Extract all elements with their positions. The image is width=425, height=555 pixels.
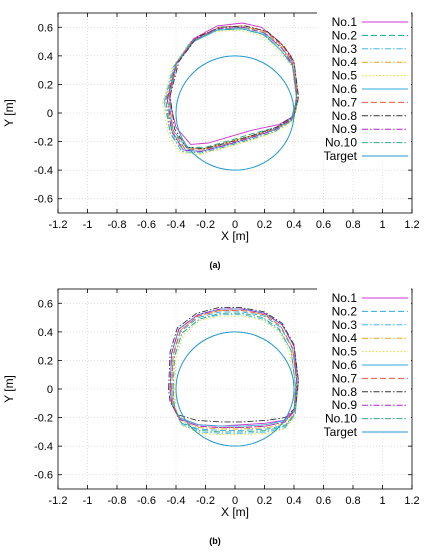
x-tick-label: 0: [232, 495, 238, 507]
legend-background: [317, 12, 411, 162]
legend-label-no-8: No.8: [332, 385, 358, 399]
series-target-circle: [175, 331, 295, 447]
legend-label-no-3: No.3: [332, 42, 358, 56]
legend-label-no-9: No.9: [332, 122, 358, 136]
y-tick-label: -0.6: [34, 194, 53, 206]
y-tick-label: -0.4: [34, 165, 53, 177]
y-tick-label: 0.6: [38, 298, 53, 310]
x-axis-label: X [m]: [221, 505, 249, 519]
legend-label-no-8: No.8: [332, 109, 358, 123]
legend-label-no-5: No.5: [332, 69, 358, 83]
legend: No.1No.2No.3No.4No.5No.6No.7No.8No.9No.1…: [317, 12, 411, 163]
chart-panel-b: -1.2 -1 -0.8 -0.6 -0.4 -0.2 0 0.2 0.4 0.6 0.8 1 1.2 -…: [2, 288, 420, 546]
legend-label-no-1: No.1: [332, 291, 358, 305]
series-no-10-line: [172, 312, 296, 433]
y-axis-label: Y [m]: [2, 99, 16, 127]
y-tick-label: -0.6: [34, 470, 53, 482]
x-tick-label: -0.6: [137, 219, 156, 231]
panel-caption: (a): [210, 260, 221, 270]
x-tick-label: -1: [83, 219, 93, 231]
legend-label-no-3: No.3: [332, 318, 358, 332]
x-tick-label: 0.2: [257, 219, 272, 231]
legend-label-no-10: No.10: [325, 136, 357, 150]
y-tick-label: 0.2: [38, 355, 53, 367]
series-no-1-line: [168, 22, 298, 145]
legend-label-target: Target: [324, 425, 358, 439]
x-tick-label: 1: [379, 495, 385, 507]
x-tick-label: -0.8: [108, 219, 127, 231]
legend-label-no-2: No.2: [332, 28, 358, 42]
legend-label-target: Target: [324, 149, 358, 163]
y-tick-label: 0.2: [38, 79, 53, 91]
y-tick-label: -0.4: [34, 441, 53, 453]
x-tick-label: 0.6: [316, 495, 331, 507]
x-tick-label: -0.2: [196, 219, 215, 231]
y-tick-label: -0.2: [34, 413, 53, 425]
x-tick-label: 0.6: [316, 219, 331, 231]
x-tick-label: 1: [379, 219, 385, 231]
series-no-1-line: [169, 308, 298, 427]
x-tick-label: -0.2: [196, 495, 215, 507]
series-no-3-line: [172, 314, 296, 434]
legend-label-no-2: No.2: [332, 304, 358, 318]
x-tick-label: 1.2: [404, 219, 419, 231]
legend-label-no-9: No.9: [332, 398, 358, 412]
x-tick-label: 1.2: [404, 495, 419, 507]
x-tick-label: -0.8: [108, 495, 127, 507]
series-no-9-line: [166, 26, 298, 153]
y-axis-label: Y [m]: [2, 375, 16, 403]
legend-label-no-1: No.1: [332, 15, 358, 29]
legend-label-no-10: No.10: [325, 412, 357, 426]
legend-background: [317, 288, 411, 438]
plot-area: [168, 307, 299, 447]
plot-area: [162, 22, 299, 171]
x-tick-label: -0.4: [167, 495, 186, 507]
legend-label-no-7: No.7: [332, 371, 358, 385]
x-tick-label: -1: [83, 495, 93, 507]
series-target-circle: [175, 55, 295, 171]
x-tick-label: -1.2: [49, 219, 68, 231]
y-tick-label: 0: [47, 108, 53, 120]
x-axis-label: X [m]: [221, 229, 249, 243]
legend-label-no-7: No.7: [332, 95, 358, 109]
y-tick-label: -0.2: [34, 137, 53, 149]
series-no-9-line: [169, 308, 298, 429]
y-tick-label: 0.6: [38, 22, 53, 34]
x-tick-label: 0: [232, 219, 238, 231]
series-no-5-line: [174, 315, 295, 436]
legend-label-no-6: No.6: [332, 358, 358, 372]
x-tick-label: 0.8: [345, 495, 360, 507]
legend: No.1No.2No.3No.4No.5No.6No.7No.8No.9No.1…: [317, 288, 411, 439]
series-no-4-line: [165, 25, 299, 150]
y-tick-label: 0.4: [38, 327, 53, 339]
legend-label-no-6: No.6: [332, 82, 358, 96]
x-tick-label: 0.2: [257, 495, 272, 507]
x-tick-label: 0.8: [345, 219, 360, 231]
y-tick-label: 0.4: [38, 51, 53, 63]
chart-panel-a: -1.2 -1 -0.8 -0.6 -0.4 -0.2 0 0.2 0.4 0.6 0.8 1 1.2 -…: [2, 12, 420, 270]
legend-label-no-4: No.4: [332, 55, 358, 69]
x-tick-label: 0.4: [286, 495, 301, 507]
x-tick-label: -0.6: [137, 495, 156, 507]
y-tick-label: 0: [47, 384, 53, 396]
series-no-8-line: [168, 307, 299, 423]
x-tick-label: 0.4: [286, 219, 301, 231]
panel-caption: (b): [209, 536, 221, 546]
legend-label-no-5: No.5: [332, 345, 358, 359]
x-tick-label: -0.4: [167, 219, 186, 231]
series-no-10-line: [165, 28, 298, 154]
legend-label-no-4: No.4: [332, 331, 358, 345]
x-tick-label: -1.2: [49, 495, 68, 507]
